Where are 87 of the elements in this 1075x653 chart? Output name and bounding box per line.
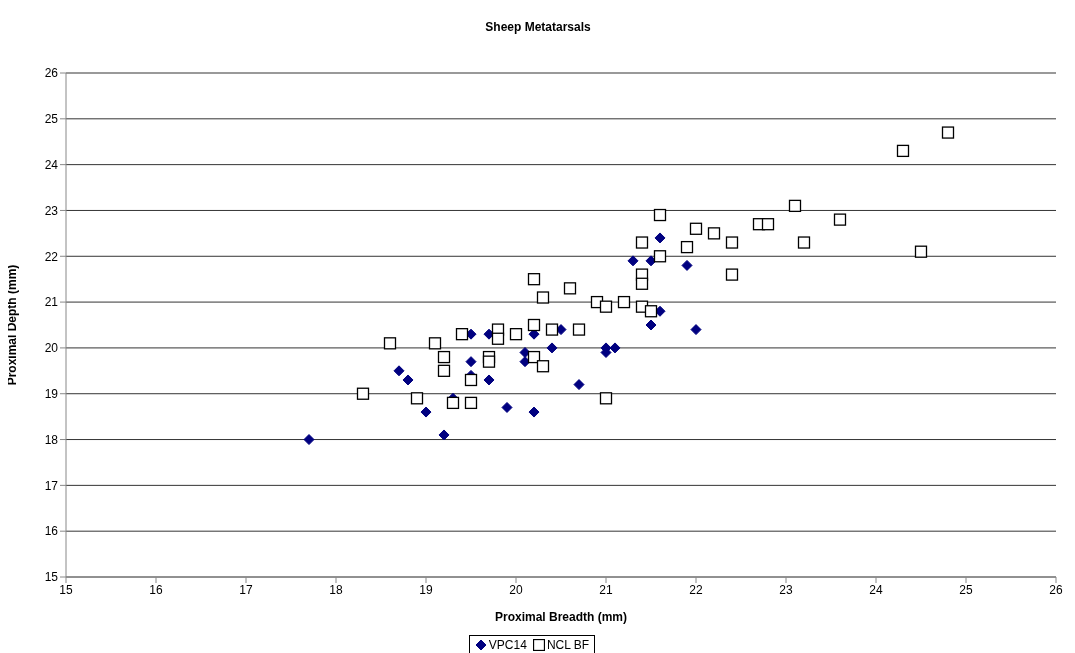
point — [410, 392, 424, 405]
point — [393, 365, 405, 377]
y-tick-label: 23 — [44, 203, 59, 218]
point — [509, 328, 523, 341]
point — [455, 328, 469, 341]
point — [653, 250, 667, 263]
point — [645, 319, 657, 331]
point — [680, 240, 694, 254]
y-tick-label: 19 — [44, 386, 59, 401]
point — [438, 429, 450, 441]
x-tick-label: 16 — [149, 582, 163, 597]
point — [465, 356, 477, 368]
point — [914, 245, 928, 258]
x-axis-title: Proximal Breadth (mm) — [494, 610, 628, 624]
y-tick-label: 21 — [44, 295, 59, 310]
x-tick-label: 17 — [239, 582, 253, 597]
point — [527, 273, 541, 286]
x-tick-label: 20 — [509, 582, 523, 597]
x-tick-label: 25 — [959, 582, 973, 597]
legend-label: NCL BF — [546, 638, 590, 652]
point — [941, 126, 955, 139]
y-tick-label: 25 — [44, 112, 59, 127]
point — [501, 401, 513, 413]
point — [681, 259, 693, 271]
x-tick-label: 19 — [419, 582, 433, 597]
y-tick-label: 18 — [44, 432, 59, 447]
point — [690, 324, 702, 336]
y-axis-title: Proximal Depth (mm) — [5, 264, 20, 386]
point — [644, 305, 658, 318]
point — [437, 364, 451, 377]
point — [599, 300, 613, 313]
point — [788, 199, 802, 213]
point — [464, 373, 478, 387]
point — [536, 291, 550, 304]
x-tick-label: 26 — [1049, 582, 1063, 597]
point — [491, 332, 505, 345]
point — [446, 396, 460, 410]
point — [546, 342, 558, 354]
x-tick-label: 24 — [869, 582, 883, 597]
point — [761, 218, 775, 231]
point — [536, 360, 550, 373]
point — [609, 342, 621, 354]
point — [356, 387, 370, 400]
x-tick-label: 23 — [779, 582, 793, 597]
point — [402, 374, 414, 386]
point — [527, 350, 541, 364]
point — [572, 323, 586, 336]
point — [833, 213, 847, 226]
point — [635, 236, 649, 249]
chart-title: Sheep Metatarsals — [484, 19, 592, 36]
point — [725, 236, 739, 249]
point — [482, 355, 496, 368]
point — [599, 392, 613, 405]
x-tick-label: 18 — [329, 582, 343, 597]
point — [420, 406, 432, 418]
y-tick-label: 15 — [44, 570, 59, 585]
y-tick-label: 16 — [44, 524, 59, 539]
x-tick-label: 15 — [59, 582, 73, 597]
point — [563, 282, 577, 295]
y-tick-label: 22 — [44, 249, 59, 264]
y-tick-label: 26 — [44, 66, 59, 81]
point — [896, 144, 910, 158]
point — [437, 350, 451, 364]
y-tick-label: 20 — [44, 341, 59, 356]
point — [689, 222, 703, 235]
point — [528, 406, 540, 418]
y-tick-label: 17 — [44, 478, 59, 493]
point — [797, 236, 811, 249]
y-tick-label: 24 — [44, 157, 59, 172]
point — [545, 323, 559, 336]
point — [653, 208, 667, 222]
x-tick-label: 22 — [689, 582, 703, 597]
point — [654, 232, 666, 244]
point — [707, 227, 721, 240]
legend-label: VPC14 — [488, 638, 527, 652]
point — [428, 337, 442, 350]
x-tick-label: 21 — [599, 582, 613, 597]
point — [383, 337, 397, 350]
point — [303, 434, 315, 446]
point — [573, 379, 585, 391]
point — [635, 277, 649, 290]
point — [464, 396, 478, 410]
point — [483, 374, 495, 386]
point — [527, 318, 541, 332]
point — [627, 255, 639, 267]
point — [617, 295, 631, 309]
point — [725, 268, 739, 281]
